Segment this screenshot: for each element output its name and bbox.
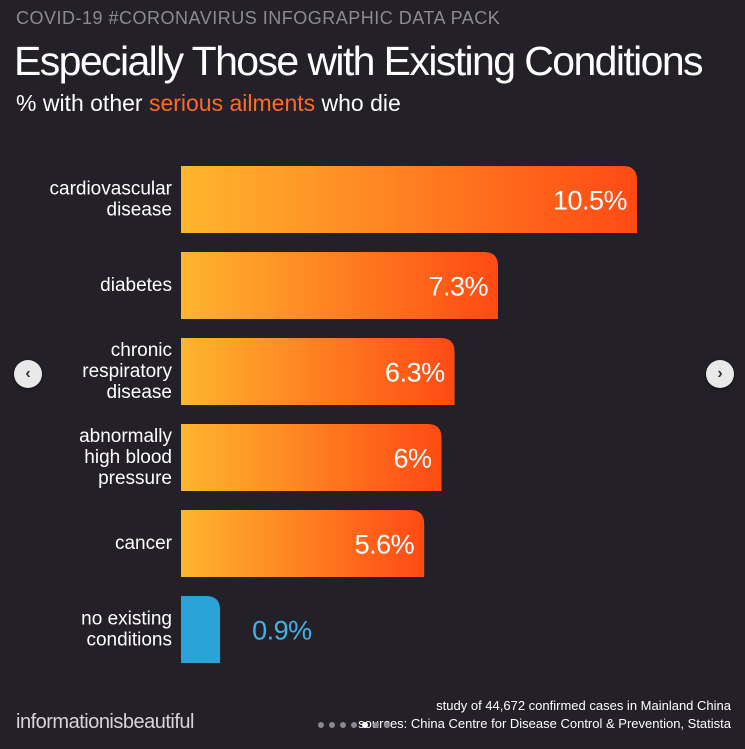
category-label: cancer	[115, 533, 173, 554]
category-label: cardiovascular disease	[50, 179, 173, 221]
bar	[181, 166, 637, 233]
study-note: study of 44,672 confirmed cases in Mainl…	[436, 698, 731, 713]
bar	[181, 510, 425, 577]
category-label-line: respiratory	[82, 361, 172, 382]
category-label-line: conditions	[86, 630, 172, 651]
bar	[181, 424, 442, 491]
data-label: 10.5%	[553, 186, 628, 216]
carousel-dot-active[interactable]	[362, 722, 368, 728]
subtitle-prefix: % with other	[16, 90, 149, 116]
carousel-dots	[318, 722, 390, 728]
subtitle-suffix: who die	[315, 90, 401, 116]
category-label-line: disease	[107, 200, 173, 221]
category-label-line: cancer	[115, 533, 173, 554]
category-label: abnormally high blood pressure	[79, 426, 172, 489]
brand-logo-text: informationisbeautiful	[16, 711, 195, 733]
category-label-line: abnormally	[79, 426, 172, 447]
eyebrow-text: COVID-19 #CORONAVIRUS INFOGRAPHIC DATA P…	[16, 8, 501, 28]
chevron-left-icon[interactable]: ‹	[14, 360, 42, 388]
chevron-right-icon[interactable]: ›	[706, 360, 734, 388]
category-label-line: disease	[107, 382, 173, 403]
sources-note: sources: China Centre for Disease Contro…	[358, 716, 731, 731]
bars-layer: 10.5%cardiovascular disease7.3%diabetes6.…	[50, 166, 637, 663]
data-label: 5.6%	[355, 530, 415, 560]
category-label-line: high blood	[84, 447, 172, 468]
carousel-dot[interactable]	[318, 722, 324, 728]
footnote: study of 44,672 confirmed cases in Mainl…	[358, 697, 731, 733]
subtitle-accent: serious ailments	[148, 90, 316, 116]
bar-no-conditions	[181, 596, 221, 663]
category-label: no existing conditions	[81, 609, 172, 651]
data-label: 6.3%	[385, 358, 445, 388]
prev-glyph: ‹	[25, 365, 31, 382]
category-label-line: diabetes	[100, 275, 172, 296]
category-label-line: cardiovascular	[50, 179, 173, 200]
carousel-dot[interactable]	[351, 722, 357, 728]
category-label: chronic respiratory disease	[82, 340, 172, 403]
data-label: 0.9%	[252, 616, 312, 646]
carousel-dot[interactable]	[340, 722, 346, 728]
bar	[181, 338, 455, 405]
page-subtitle: % with other serious ailments who die	[16, 90, 401, 117]
page-title: Especially Those with Existing Condition…	[14, 38, 704, 84]
carousel-dot[interactable]	[373, 722, 379, 728]
bar	[181, 252, 499, 319]
category-label-line: no existing	[81, 609, 172, 630]
data-label: 7.3%	[428, 272, 488, 302]
next-glyph: ›	[717, 365, 723, 382]
carousel-dot[interactable]	[384, 722, 390, 728]
carousel-dot[interactable]	[329, 722, 335, 728]
category-label: diabetes	[100, 275, 172, 296]
bar-chart: 10.5%cardiovascular disease7.3%diabetes6.…	[50, 166, 637, 663]
category-label-line: pressure	[98, 468, 172, 489]
category-label-line: chronic	[111, 340, 172, 361]
data-label: 6%	[394, 444, 433, 474]
